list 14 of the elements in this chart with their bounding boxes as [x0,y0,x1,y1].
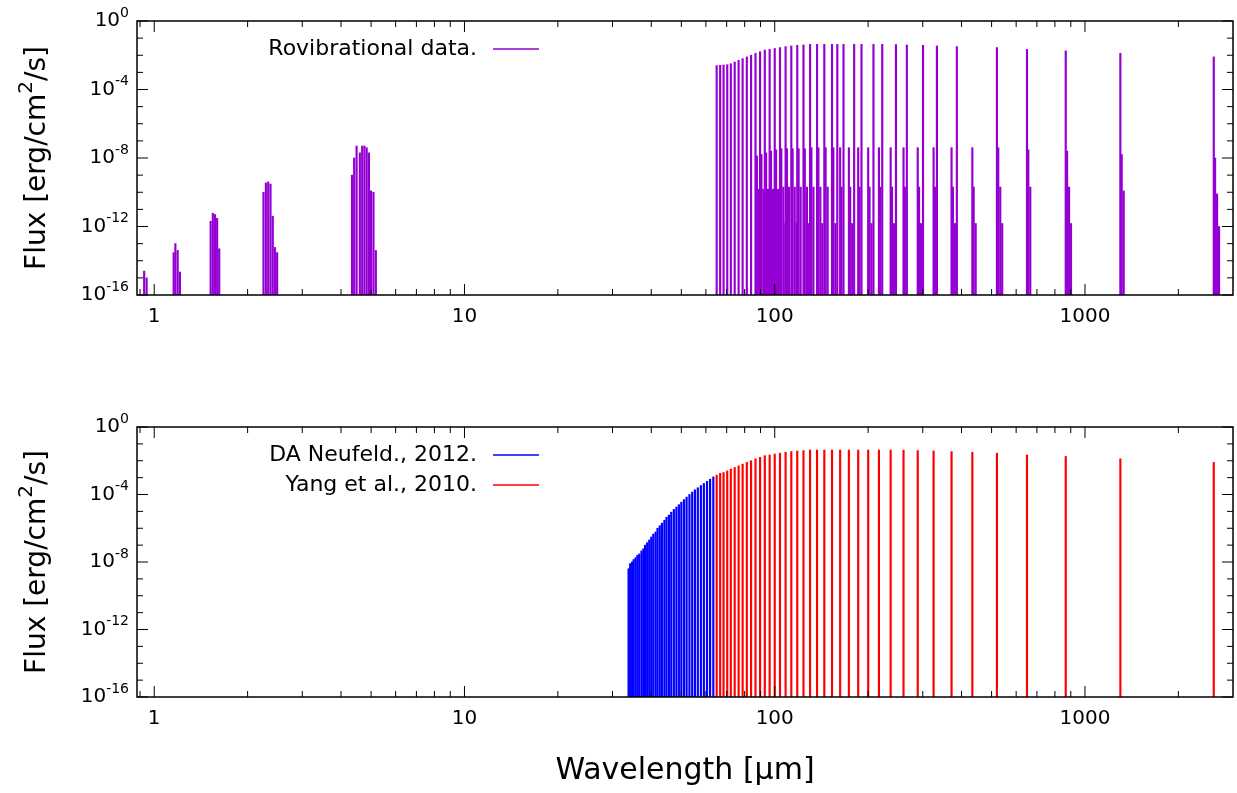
legend-label: Rovibrational data. [268,34,477,60]
x-axis-title: Wavelength [µm] [555,750,815,786]
legend-label: Yang et al., 2010. [284,470,477,496]
x-tick-label: 100 [755,303,794,328]
x-tick-label: 1000 [1059,705,1111,730]
x-tick-label: 10 [451,705,478,730]
x-tick-label: 1 [147,303,161,328]
x-tick-label: 1000 [1059,303,1111,328]
x-tick-label: 1 [147,705,161,730]
x-tick-label: 10 [451,303,478,328]
legend-label: DA Neufeld., 2012. [269,440,477,466]
y-axis-title: Flux [erg/cm2/s] [13,450,53,674]
y-axis-title: Flux [erg/cm2/s] [13,46,53,270]
x-tick-label: 100 [755,705,794,730]
